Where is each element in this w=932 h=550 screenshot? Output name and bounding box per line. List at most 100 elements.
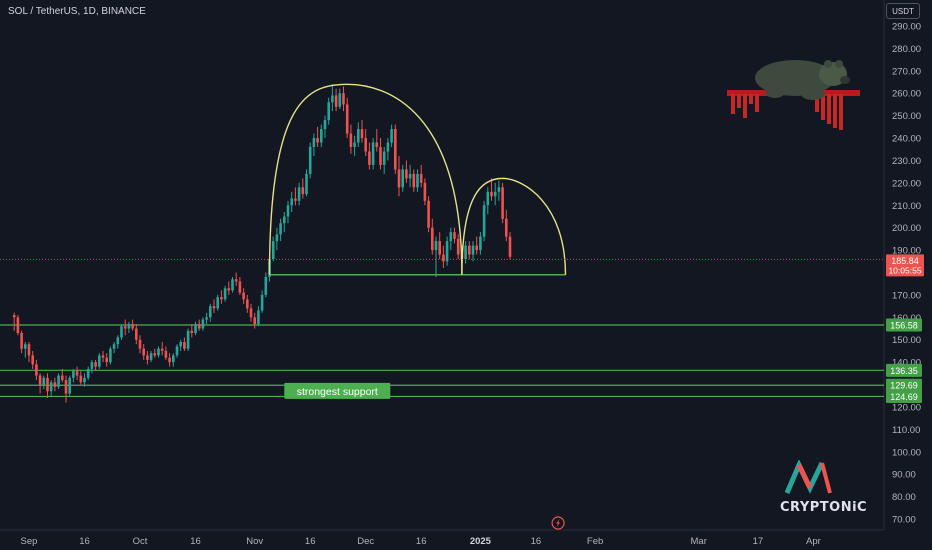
y-tick-label: 70.00	[892, 515, 916, 526]
candle-body	[194, 324, 197, 334]
candle-body	[349, 133, 353, 148]
candle-body	[94, 362, 97, 367]
candle-body	[501, 187, 504, 219]
candle-body	[308, 147, 312, 174]
candle-body	[475, 245, 478, 251]
candle-body	[116, 337, 120, 345]
candle-body	[364, 138, 367, 152]
candle-body	[35, 364, 38, 376]
annotation-strongest-support: strongest support	[297, 386, 378, 398]
candle-body	[120, 326, 123, 338]
brand-logo-text: CRYPTONiC	[780, 500, 868, 515]
x-tick-label: 16	[190, 536, 201, 547]
candle-body	[175, 346, 179, 356]
candle-body	[286, 205, 290, 217]
candle-body	[172, 355, 175, 363]
candle-body	[112, 344, 116, 349]
candle-body	[305, 173, 308, 195]
candle-body	[190, 330, 194, 334]
x-tick-label: Mar	[691, 536, 707, 547]
candle-body	[353, 142, 356, 148]
candle-body	[445, 241, 449, 262]
x-tick-label: Sep	[21, 536, 38, 547]
candle-body	[479, 236, 482, 251]
candle-body	[482, 205, 486, 237]
candle-body	[275, 234, 279, 242]
x-tick-label: 16	[79, 536, 90, 547]
candle-body	[486, 191, 490, 206]
candle-body	[345, 104, 349, 134]
candle-body	[468, 245, 471, 255]
support-level-label: 129.69	[890, 381, 918, 391]
candle-body	[238, 281, 242, 293]
candle-body	[234, 279, 238, 282]
candle-body	[423, 182, 427, 201]
candle-body	[146, 355, 149, 360]
x-tick-label: 2025	[470, 536, 492, 547]
candle-body	[290, 198, 293, 206]
candle-body	[12, 315, 16, 318]
candle-body	[83, 377, 86, 383]
annotation-box[interactable]	[284, 382, 391, 399]
y-tick-label: 210.00	[892, 201, 921, 212]
candle-body	[386, 142, 390, 152]
x-tick-label: 17	[753, 536, 764, 547]
candle-body	[438, 241, 441, 255]
y-tick-label: 270.00	[892, 66, 921, 77]
candle-body	[183, 341, 186, 349]
currency-button[interactable]: USDT	[886, 3, 920, 19]
candle-body	[197, 324, 201, 329]
candle-body	[449, 232, 453, 242]
shoulder-arc[interactable]	[461, 177, 567, 275]
candle-body	[42, 377, 46, 385]
candle-body	[271, 241, 275, 260]
y-tick-label: 200.00	[892, 223, 921, 234]
candle-body	[294, 198, 297, 201]
candle-body	[297, 187, 301, 201]
y-tick-label: 220.00	[892, 178, 921, 189]
candle-body	[253, 317, 256, 325]
flash-icon[interactable]	[551, 516, 565, 530]
candle-body	[394, 129, 397, 170]
candle-body	[109, 348, 112, 363]
candle-body	[168, 357, 171, 363]
candle-body	[431, 227, 434, 251]
candle-body	[249, 308, 253, 318]
candle-body	[209, 306, 212, 318]
head-arc[interactable]	[268, 83, 463, 275]
candle-body	[375, 142, 379, 148]
symbol-title[interactable]: SOL / TetherUS, 1D, BINANCE	[8, 6, 146, 17]
candle-body	[101, 355, 105, 358]
candle-body	[456, 238, 460, 255]
candle-body	[505, 218, 508, 237]
candle-body	[320, 129, 323, 143]
candle-body	[368, 151, 371, 165]
candle-body	[397, 169, 401, 188]
candle-body	[38, 375, 42, 385]
candle-body	[157, 348, 160, 356]
candle-body	[64, 380, 68, 394]
x-tick-label: 16	[531, 536, 542, 547]
candle-body	[442, 254, 445, 262]
candle-body	[179, 341, 182, 347]
candle-body	[46, 377, 49, 392]
candle-body	[216, 297, 219, 309]
y-tick-label: 240.00	[892, 134, 921, 145]
y-tick-label: 110.00	[892, 425, 920, 436]
bear-bars-icon	[727, 90, 860, 130]
candle-body	[223, 288, 227, 300]
candle-body	[464, 245, 467, 260]
y-tick-label: 230.00	[892, 156, 921, 167]
candle-body	[49, 382, 53, 392]
candle-body	[264, 276, 268, 295]
y-tick-label: 150.00	[892, 335, 921, 346]
support-level-tag	[886, 378, 922, 392]
candle-body	[27, 344, 31, 356]
candle-body	[105, 357, 108, 363]
candle-body	[497, 187, 501, 192]
candle-body	[338, 93, 342, 107]
candle-body	[123, 326, 127, 329]
candle-body	[283, 216, 286, 224]
x-tick-label: Oct	[133, 536, 148, 547]
candle-body	[419, 173, 423, 183]
